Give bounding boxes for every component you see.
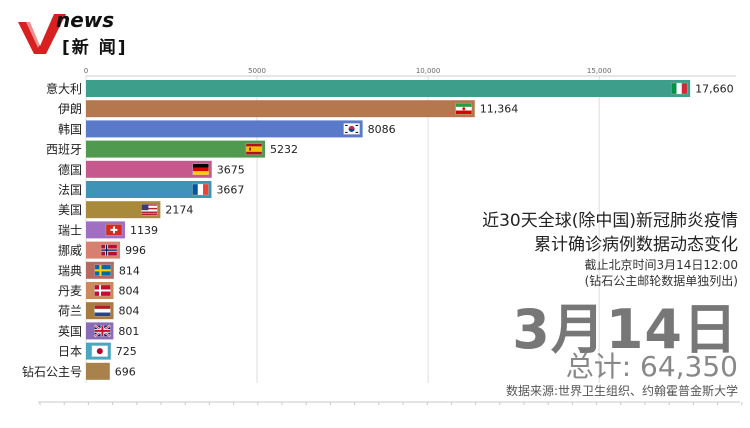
category-label: 伊朗: [58, 102, 82, 116]
category-label: 美国: [58, 203, 82, 217]
denmark-flag: [94, 284, 111, 297]
category-label: 韩国: [58, 121, 82, 136]
korea-flag: [343, 123, 360, 135]
norway-flag: [100, 244, 118, 256]
value-label: 996: [125, 244, 146, 257]
germany-flag: [192, 163, 209, 176]
category-label: 丹麦: [58, 284, 82, 298]
category-label: 日本: [58, 345, 82, 359]
category-label: 荷兰: [58, 304, 82, 318]
news-logo-icon: [18, 14, 66, 54]
japan-flag: [91, 345, 109, 357]
value-label: 5232: [270, 143, 298, 156]
data-source: 数据来源:世界卫生组织、约翰霍普金斯大学: [505, 384, 738, 398]
italy-flag: [670, 82, 688, 95]
value-label: 11,364: [480, 103, 519, 116]
value-label: 801: [118, 325, 139, 338]
value-label: 814: [119, 264, 140, 277]
chart-title-line2: 累计确诊病例数据动态变化: [534, 235, 738, 255]
value-label: 1139: [130, 224, 158, 237]
bar: [86, 100, 475, 118]
total-count: 总计: 64,350: [565, 350, 738, 383]
category-label: 德国: [58, 162, 82, 177]
x-tick-label: 0: [84, 67, 88, 75]
category-label: 法国: [58, 183, 82, 197]
chart-title-line1: 近30天全球(除中国)新冠肺炎疫情: [482, 211, 738, 231]
time-note: 截止北京时间3月14日12:00: [584, 258, 739, 272]
cruise-note: (钻石公主邮轮数据单独列出): [584, 274, 738, 288]
spain-flag: [245, 143, 263, 155]
x-tick-label: 15,000: [587, 67, 612, 75]
netherlands-flag: [94, 305, 111, 317]
bar: [86, 181, 212, 198]
category-label: 西班牙: [46, 143, 82, 157]
category-label: 英国: [58, 324, 82, 338]
value-label: 804: [119, 285, 140, 298]
value-label: 8086: [368, 123, 396, 136]
value-label: 725: [116, 345, 137, 358]
value-label: 3667: [216, 184, 244, 197]
bar: [86, 120, 363, 138]
uk-flag: [93, 324, 112, 338]
category-label: 挪威: [58, 244, 82, 258]
bar: [86, 140, 265, 158]
bar: [86, 362, 110, 380]
switzerland-flag: [105, 224, 123, 236]
category-label: 意大利: [46, 81, 82, 96]
value-label: 17,660: [695, 83, 734, 96]
logo-subtitle: [新 闻]: [62, 38, 128, 58]
bar: [86, 80, 691, 97]
category-label: 钻石公主号: [22, 364, 82, 379]
value-label: 696: [115, 365, 136, 378]
logo-brand: news: [56, 8, 115, 32]
usa-flag: [141, 203, 158, 216]
value-label: 804: [119, 305, 140, 318]
x-tick-label: 5000: [248, 67, 266, 75]
value-label: 3675: [217, 163, 245, 176]
category-label: 瑞士: [58, 223, 82, 237]
bar: [86, 160, 212, 178]
current-date: 3月14日: [512, 298, 738, 361]
sweden-flag: [94, 264, 112, 276]
category-label: 瑞典: [58, 264, 82, 278]
iran-flag: [455, 102, 472, 115]
france-flag: [192, 183, 209, 196]
value-label: 2174: [165, 204, 193, 217]
x-tick-label: 10,000: [416, 67, 441, 75]
